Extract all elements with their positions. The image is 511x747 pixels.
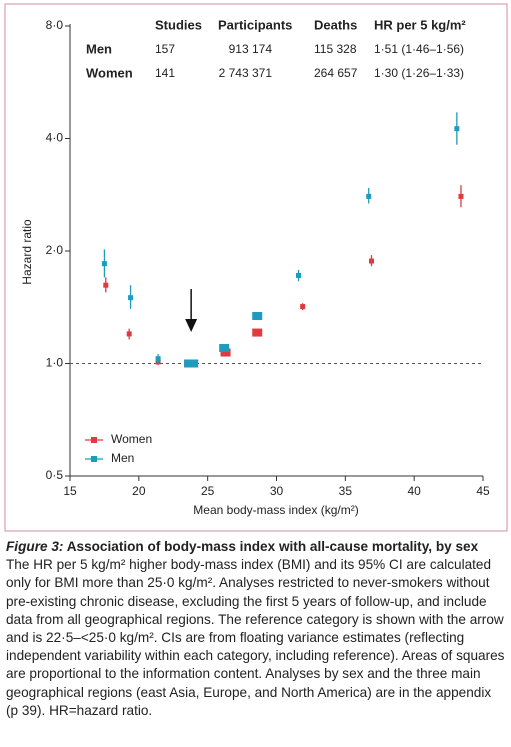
point <box>454 126 460 132</box>
x-tick-label: 40 <box>407 484 421 498</box>
caption-text: The HR per 5 kg/m² higher body-mass inde… <box>6 557 505 718</box>
table-cell: 157 <box>155 42 175 56</box>
frame <box>4 3 508 532</box>
point <box>128 295 134 301</box>
y-axis-label: Hazard ratio <box>20 219 34 285</box>
table-cell: 115 328 <box>314 42 357 56</box>
y-tick-label: 1·0 <box>46 356 64 370</box>
point <box>252 328 263 337</box>
table-cell: 141 <box>155 66 175 80</box>
table-cell: 264 657 <box>314 66 358 80</box>
table-cell: 2 743 371 <box>219 66 273 80</box>
table-header: HR per 5 kg/m² <box>374 17 466 32</box>
table-row-label: Men <box>86 41 112 56</box>
point <box>366 193 372 199</box>
legend-label: Men <box>111 451 134 465</box>
point <box>126 331 132 337</box>
arrow-head <box>185 319 198 332</box>
table-header: Deaths <box>314 17 357 32</box>
point <box>184 359 199 368</box>
y-tick-label: 4·0 <box>46 131 64 145</box>
caption: Figure 3: Association of body-mass index… <box>6 538 506 720</box>
y-tick-label: 0·5 <box>46 468 64 482</box>
x-tick-label: 20 <box>132 484 146 498</box>
chart: Hazard ratio Mean body-mass index (kg/m²… <box>4 3 508 532</box>
table-header: Studies <box>155 17 202 32</box>
x-tick-label: 45 <box>476 484 490 498</box>
table-header: Participants <box>218 17 292 32</box>
legend-marker <box>91 437 97 443</box>
point <box>296 272 302 278</box>
caption-title: Association of body-mass index with all-… <box>66 539 479 554</box>
point <box>101 261 107 267</box>
y-tick-label: 2·0 <box>46 243 64 257</box>
table-cell: 1·30 (1·26–1·33) <box>374 66 464 80</box>
x-tick-label: 15 <box>63 484 77 498</box>
point <box>368 258 374 264</box>
point <box>458 193 464 199</box>
x-axis-label: Mean body-mass index (kg/m²) <box>193 503 358 517</box>
point <box>220 348 231 357</box>
x-tick-label: 35 <box>339 484 353 498</box>
table-cell: 1·51 (1·46–1·56) <box>374 42 464 56</box>
x-tick-label: 30 <box>270 484 284 498</box>
table-cell: 913 174 <box>229 42 273 56</box>
point <box>252 311 263 320</box>
point <box>300 304 306 310</box>
table-row-label: Women <box>86 65 133 80</box>
point <box>103 282 109 288</box>
legend-label: Women <box>111 432 152 446</box>
y-tick-label: 8·0 <box>46 18 64 32</box>
x-tick-label: 25 <box>201 484 215 498</box>
point <box>219 344 230 353</box>
point <box>155 356 161 362</box>
legend-marker <box>91 456 97 462</box>
caption-label: Figure 3: <box>6 539 64 554</box>
